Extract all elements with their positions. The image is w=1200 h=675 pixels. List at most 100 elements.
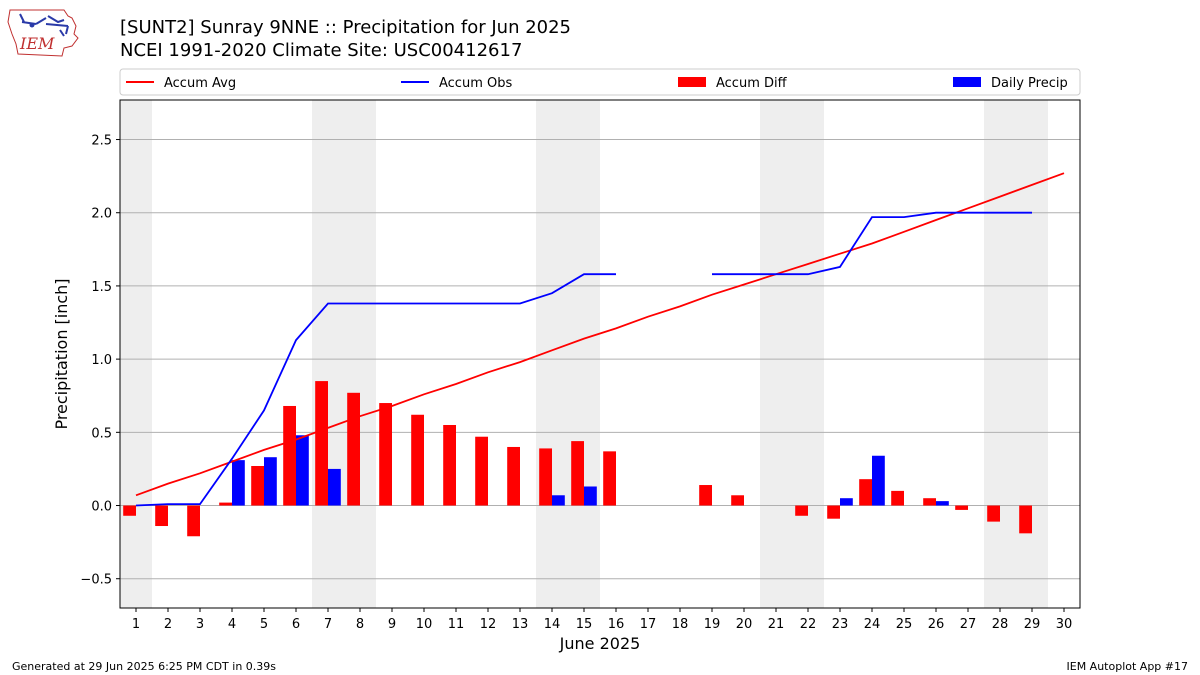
weekend-band (312, 100, 344, 608)
x-axis-label: June 2025 (559, 634, 641, 653)
legend-label: Accum Obs (439, 76, 512, 91)
weekend-band (568, 100, 600, 608)
chart-title: [SUNT2] Sunray 9NNE :: Precipitation for… (120, 17, 572, 38)
daily-precip-bar (584, 486, 597, 506)
accum-diff-bar (283, 405, 296, 506)
accum-diff-bar (891, 490, 904, 506)
x-tick-label: 25 (896, 617, 913, 632)
weekend-shading (120, 100, 1048, 608)
accum-diff-bar (475, 436, 488, 506)
weekend-band (120, 100, 152, 608)
x-tick-label: 14 (544, 617, 561, 632)
legend: Accum Avg Accum Obs Accum Diff Daily Precip (119, 68, 1081, 96)
accum-diff-bar (859, 479, 872, 506)
accum-diff-bar (539, 448, 552, 506)
x-tick-label: 4 (228, 617, 236, 632)
accum-avg-line (135, 172, 1065, 497)
logo-text: IEM (19, 34, 55, 53)
accum-diff-bar (699, 485, 712, 506)
x-tick-label: 3 (196, 617, 204, 632)
x-axis: 1 2 3 4 5 6 7 8 9 10 11 12 13 14 15 16 17 18 19 20 21 22 23 24 2… (132, 608, 1072, 632)
x-tick-label: 11 (448, 617, 465, 632)
x-tick-label: 22 (800, 617, 817, 632)
accum-diff-bar (347, 392, 360, 506)
y-tick-label: 1.5 (91, 280, 112, 295)
chart-subtitle: NCEI 1991-2020 Climate Site: USC00412617 (120, 40, 523, 61)
x-tick-label: 24 (864, 617, 881, 632)
y-tick-label: −0.5 (80, 573, 112, 588)
daily-precip-bar (328, 468, 341, 506)
accum-diff-bar (155, 505, 168, 527)
legend-label: Accum Diff (716, 76, 788, 91)
x-tick-label: 6 (292, 617, 300, 632)
y-tick-label: 1.0 (91, 353, 112, 368)
accum-diff-bar (315, 381, 328, 506)
daily-precip-bar (552, 495, 565, 506)
x-tick-label: 13 (512, 617, 529, 632)
x-tick-label: 2 (164, 617, 172, 632)
x-tick-label: 23 (832, 617, 849, 632)
y-tick-label: 0.5 (91, 426, 112, 441)
plot-frame (119, 99, 1081, 609)
weekend-band (984, 100, 1016, 608)
daily-precip-bar (872, 455, 885, 506)
x-tick-label: 1 (132, 617, 140, 632)
daily-precip-bar (296, 435, 309, 506)
accum-diff-bar (507, 446, 520, 506)
legend-label: Accum Avg (164, 76, 236, 91)
accum-diff-bar (379, 403, 392, 506)
legend-patch-swatch (953, 77, 981, 87)
x-tick-label: 18 (672, 617, 689, 632)
x-tick-label: 17 (640, 617, 657, 632)
x-tick-label: 7 (324, 617, 332, 632)
x-tick-label: 15 (576, 617, 593, 632)
weekend-band (792, 100, 824, 608)
y-axis-label: Precipitation [inch] (52, 278, 71, 429)
daily-precip-bar (936, 501, 949, 506)
accum-diff-bar (571, 441, 584, 506)
x-tick-label: 28 (992, 617, 1009, 632)
legend-patch-swatch (678, 77, 706, 87)
y-tick-label: 0.0 (91, 500, 112, 515)
accum-diff-bar (603, 451, 616, 506)
footer-app: IEM Autoplot App #17 (1066, 660, 1189, 673)
accum-diff-bar (731, 495, 744, 506)
y-axis: −0.5 0.0 0.5 1.0 1.5 2.0 2.5 (80, 134, 120, 588)
accum-obs-line (135, 211, 1032, 507)
x-tick-label: 29 (1024, 617, 1041, 632)
accum-diff-bar (923, 498, 936, 506)
accum-diff-bar (123, 505, 136, 516)
accum-diff-bar (955, 505, 968, 510)
weekend-band (760, 100, 792, 608)
x-tick-label: 27 (960, 617, 977, 632)
accum-diff-bar (219, 502, 232, 506)
daily-precip-bar (264, 457, 277, 506)
accum-diff-bar (1019, 505, 1032, 534)
y-tick-label: 2.5 (91, 134, 112, 149)
x-tick-label: 19 (704, 617, 721, 632)
lines-layer (135, 172, 1065, 507)
accum-diff-bar (187, 505, 200, 537)
accum-diff-bar (827, 505, 840, 519)
accum-diff-bar (411, 414, 424, 506)
grid-lines (120, 139, 1080, 580)
accum-diff-bar (987, 505, 1000, 522)
x-tick-label: 30 (1056, 617, 1073, 632)
x-tick-label: 9 (388, 617, 396, 632)
accum-diff-bar (251, 465, 264, 506)
daily-precip-bar (232, 460, 245, 506)
x-tick-label: 20 (736, 617, 753, 632)
legend-frame (119, 68, 1081, 96)
x-tick-label: 21 (768, 617, 785, 632)
bars-layer (123, 381, 1032, 537)
iem-logo: IEM (7, 9, 79, 57)
x-tick-label: 26 (928, 617, 945, 632)
accum-diff-bar (795, 505, 808, 516)
weekend-band (344, 100, 376, 608)
x-tick-label: 8 (356, 617, 364, 632)
x-tick-label: 12 (480, 617, 497, 632)
x-tick-label: 5 (260, 617, 268, 632)
accum-diff-bar (443, 425, 456, 506)
y-tick-label: 2.0 (91, 207, 112, 222)
